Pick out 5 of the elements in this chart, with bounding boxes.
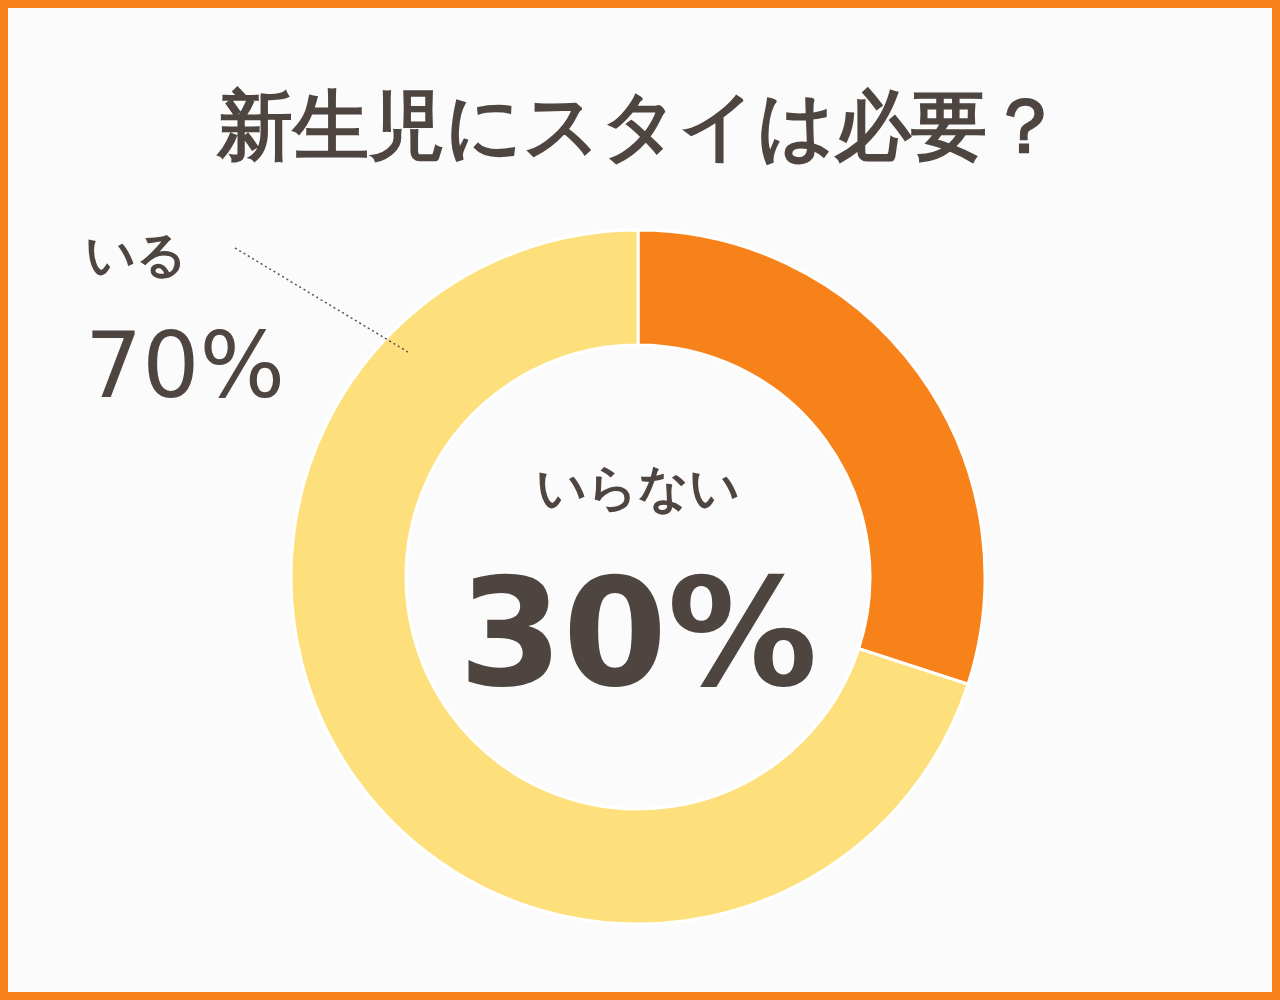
slice-label: いる xyxy=(85,226,187,284)
chart-title: 新生児にスタイは必要？ xyxy=(216,81,1063,170)
data-label: 30% xyxy=(458,546,818,720)
data-label: 70% xyxy=(85,313,286,418)
slice-label: いらない xyxy=(536,459,740,517)
